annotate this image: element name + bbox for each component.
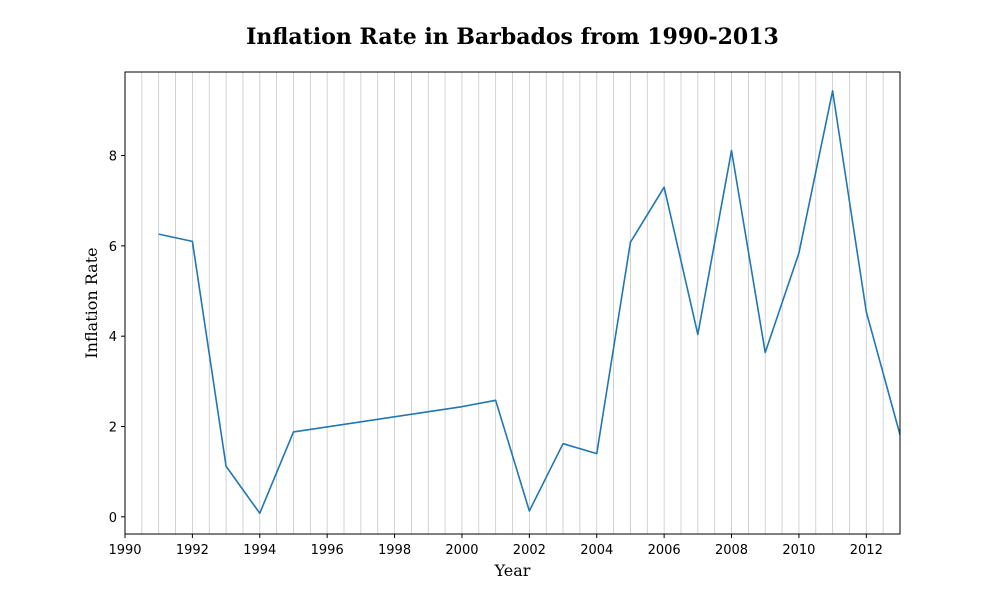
x-tick-label: 2002 bbox=[513, 543, 546, 558]
x-tick-label: 1994 bbox=[243, 543, 276, 558]
x-tick-label: 1992 bbox=[176, 543, 209, 558]
y-tick-label: 2 bbox=[109, 421, 117, 436]
x-tick-label: 2012 bbox=[850, 543, 883, 558]
x-tick-label: 2006 bbox=[648, 543, 681, 558]
y-tick-label: 4 bbox=[109, 330, 117, 345]
x-tick-label: 2008 bbox=[715, 543, 748, 558]
plot-frame bbox=[124, 71, 901, 535]
y-axis-label: Inflation Rate bbox=[82, 247, 101, 358]
y-tick-label: 6 bbox=[109, 240, 117, 255]
x-tick-label: 1990 bbox=[108, 543, 141, 558]
x-tick-label: 2000 bbox=[445, 543, 478, 558]
x-axis-label: Year bbox=[494, 561, 531, 580]
x-tick-label: 2004 bbox=[580, 543, 613, 558]
x-axis-ticks: 1990 1992 1994 1996 1998 2000 2002 2004 2006 2008… bbox=[108, 534, 883, 558]
inflation-rate-line bbox=[158, 90, 901, 515]
y-tick-label: 0 bbox=[109, 511, 117, 526]
x-tick-label: 1996 bbox=[311, 543, 344, 558]
x-tick-label: 2010 bbox=[782, 543, 815, 558]
grid-lines bbox=[124, 72, 901, 534]
y-axis-ticks: 0 2 4 6 8 bbox=[109, 150, 125, 526]
chart-title: Inflation Rate in Barbados from 1990-201… bbox=[246, 24, 779, 50]
y-tick-label: 8 bbox=[109, 150, 117, 165]
series-layer bbox=[158, 90, 901, 515]
x-tick-label: 1998 bbox=[378, 543, 411, 558]
